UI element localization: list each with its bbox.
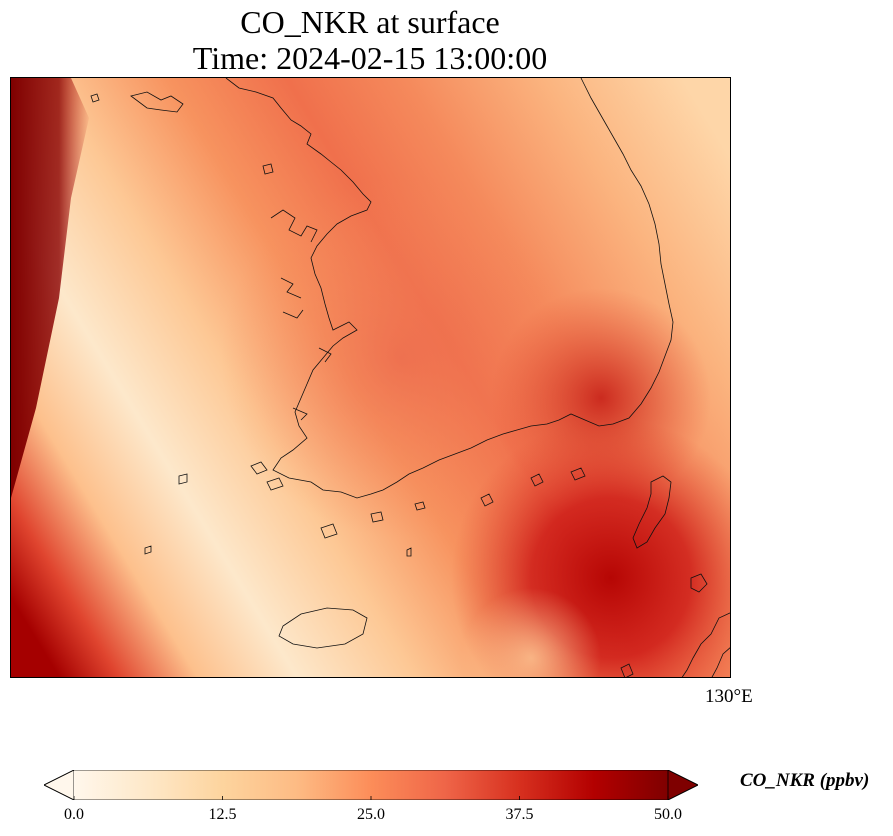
jeju-island [278,607,368,649]
colorbar-max-extension [667,769,699,801]
west-coast-inlets [270,209,332,421]
co-field-south-pale [11,78,730,677]
colorbar-graphic [43,769,699,801]
co-hotspot-west-edge [11,78,89,498]
colorbar-tick-label: 12.5 [208,806,237,823]
colorbar-tick-label: 0.0 [64,806,84,823]
plot-title-time: Time: 2024-02-15 13:00:00 [192,40,548,76]
colorbar-gradient [74,770,668,800]
coastlines [90,78,730,677]
north-islands [90,91,274,175]
longitude-tick-label: 130°E [705,686,753,707]
colorbar-tickmarks [73,796,669,800]
colorbar-min-extension [43,769,75,801]
korean-peninsula-coastline [225,78,674,499]
map-canvas [11,78,730,677]
south-coast-islands [144,461,586,557]
tsushima-island [632,475,672,549]
colorbar-tick-label: 25.0 [357,806,385,823]
colorbar-tick-label: 50.0 [654,806,682,823]
colorbar [43,769,699,801]
map-panel [10,77,731,678]
plot-title-variable: CO_NKR at surface [240,4,500,40]
colorbar-tick-label: 37.5 [505,806,534,823]
colorbar-label: CO_NKR (ppbv) [740,770,870,791]
japan-coast [620,573,730,677]
